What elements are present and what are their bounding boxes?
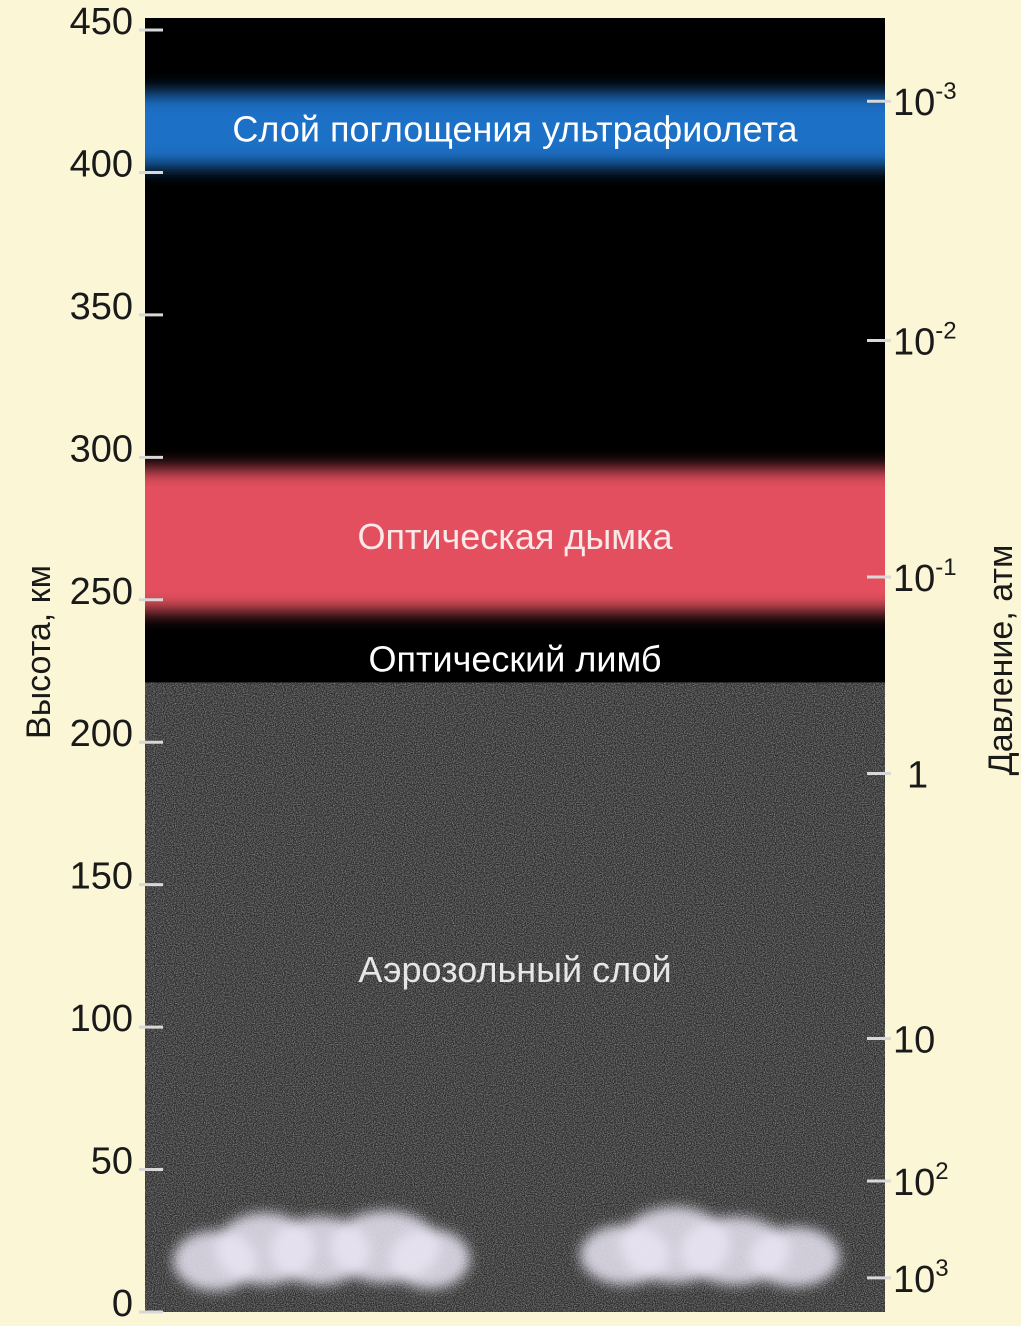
pressure-tick-label: 10-1 xyxy=(893,554,957,600)
pressure-tick-label: 1 xyxy=(907,755,928,797)
altitude-axis-title: Высота, км xyxy=(20,565,58,739)
pressure-exponent: 3 xyxy=(935,1255,948,1282)
aerosol-layer-label: Аэрозольный слой xyxy=(358,949,671,990)
altitude-tick-label: 200 xyxy=(70,713,133,755)
cloud-puff xyxy=(390,1228,470,1289)
altitude-tick-label: 350 xyxy=(70,286,133,328)
haze-band xyxy=(145,468,885,612)
altitude-tick-label: 400 xyxy=(70,143,133,185)
cloud-layer xyxy=(173,1206,840,1291)
haze-layer-label: Оптическая дымка xyxy=(357,516,673,557)
altitude-tick-label: 150 xyxy=(70,856,133,898)
pressure-tick-label: 10-3 xyxy=(893,78,957,124)
altitude-tick-label: 0 xyxy=(112,1283,133,1325)
uv-layer-label: Слой поглощения ультрафиолета xyxy=(232,109,798,150)
pressure-exponent: -2 xyxy=(935,318,956,345)
uv-absorption-band xyxy=(145,92,885,167)
altitude-tick-label: 100 xyxy=(70,998,133,1040)
aerosol-noise-texture xyxy=(145,682,885,1312)
pressure-exponent: -1 xyxy=(935,554,956,581)
pressure-tick-label: 10 xyxy=(893,1020,935,1062)
altitude-tick-label: 450 xyxy=(70,1,133,43)
altitude-tick-label: 50 xyxy=(91,1141,133,1183)
cloud-puff xyxy=(750,1226,840,1287)
altitude-tick-label: 250 xyxy=(70,571,133,613)
pressure-exponent: 2 xyxy=(935,1158,948,1185)
pressure-exponent: -3 xyxy=(935,78,956,105)
pressure-tick-label: 10-2 xyxy=(893,318,957,364)
pressure-tick-label: 103 xyxy=(893,1255,949,1301)
limb-label: Оптический лимб xyxy=(369,639,662,680)
pressure-axis-title: Давление, атм xyxy=(982,545,1020,776)
pressure-axis: 10-3 10-2 10-1 1 10 102 103 xyxy=(867,78,957,1301)
pressure-tick-label: 102 xyxy=(893,1158,949,1204)
altitude-tick-label: 300 xyxy=(70,428,133,470)
altitude-axis: 0 50 100 150 200 250 300 350 400 450 xyxy=(70,1,163,1325)
